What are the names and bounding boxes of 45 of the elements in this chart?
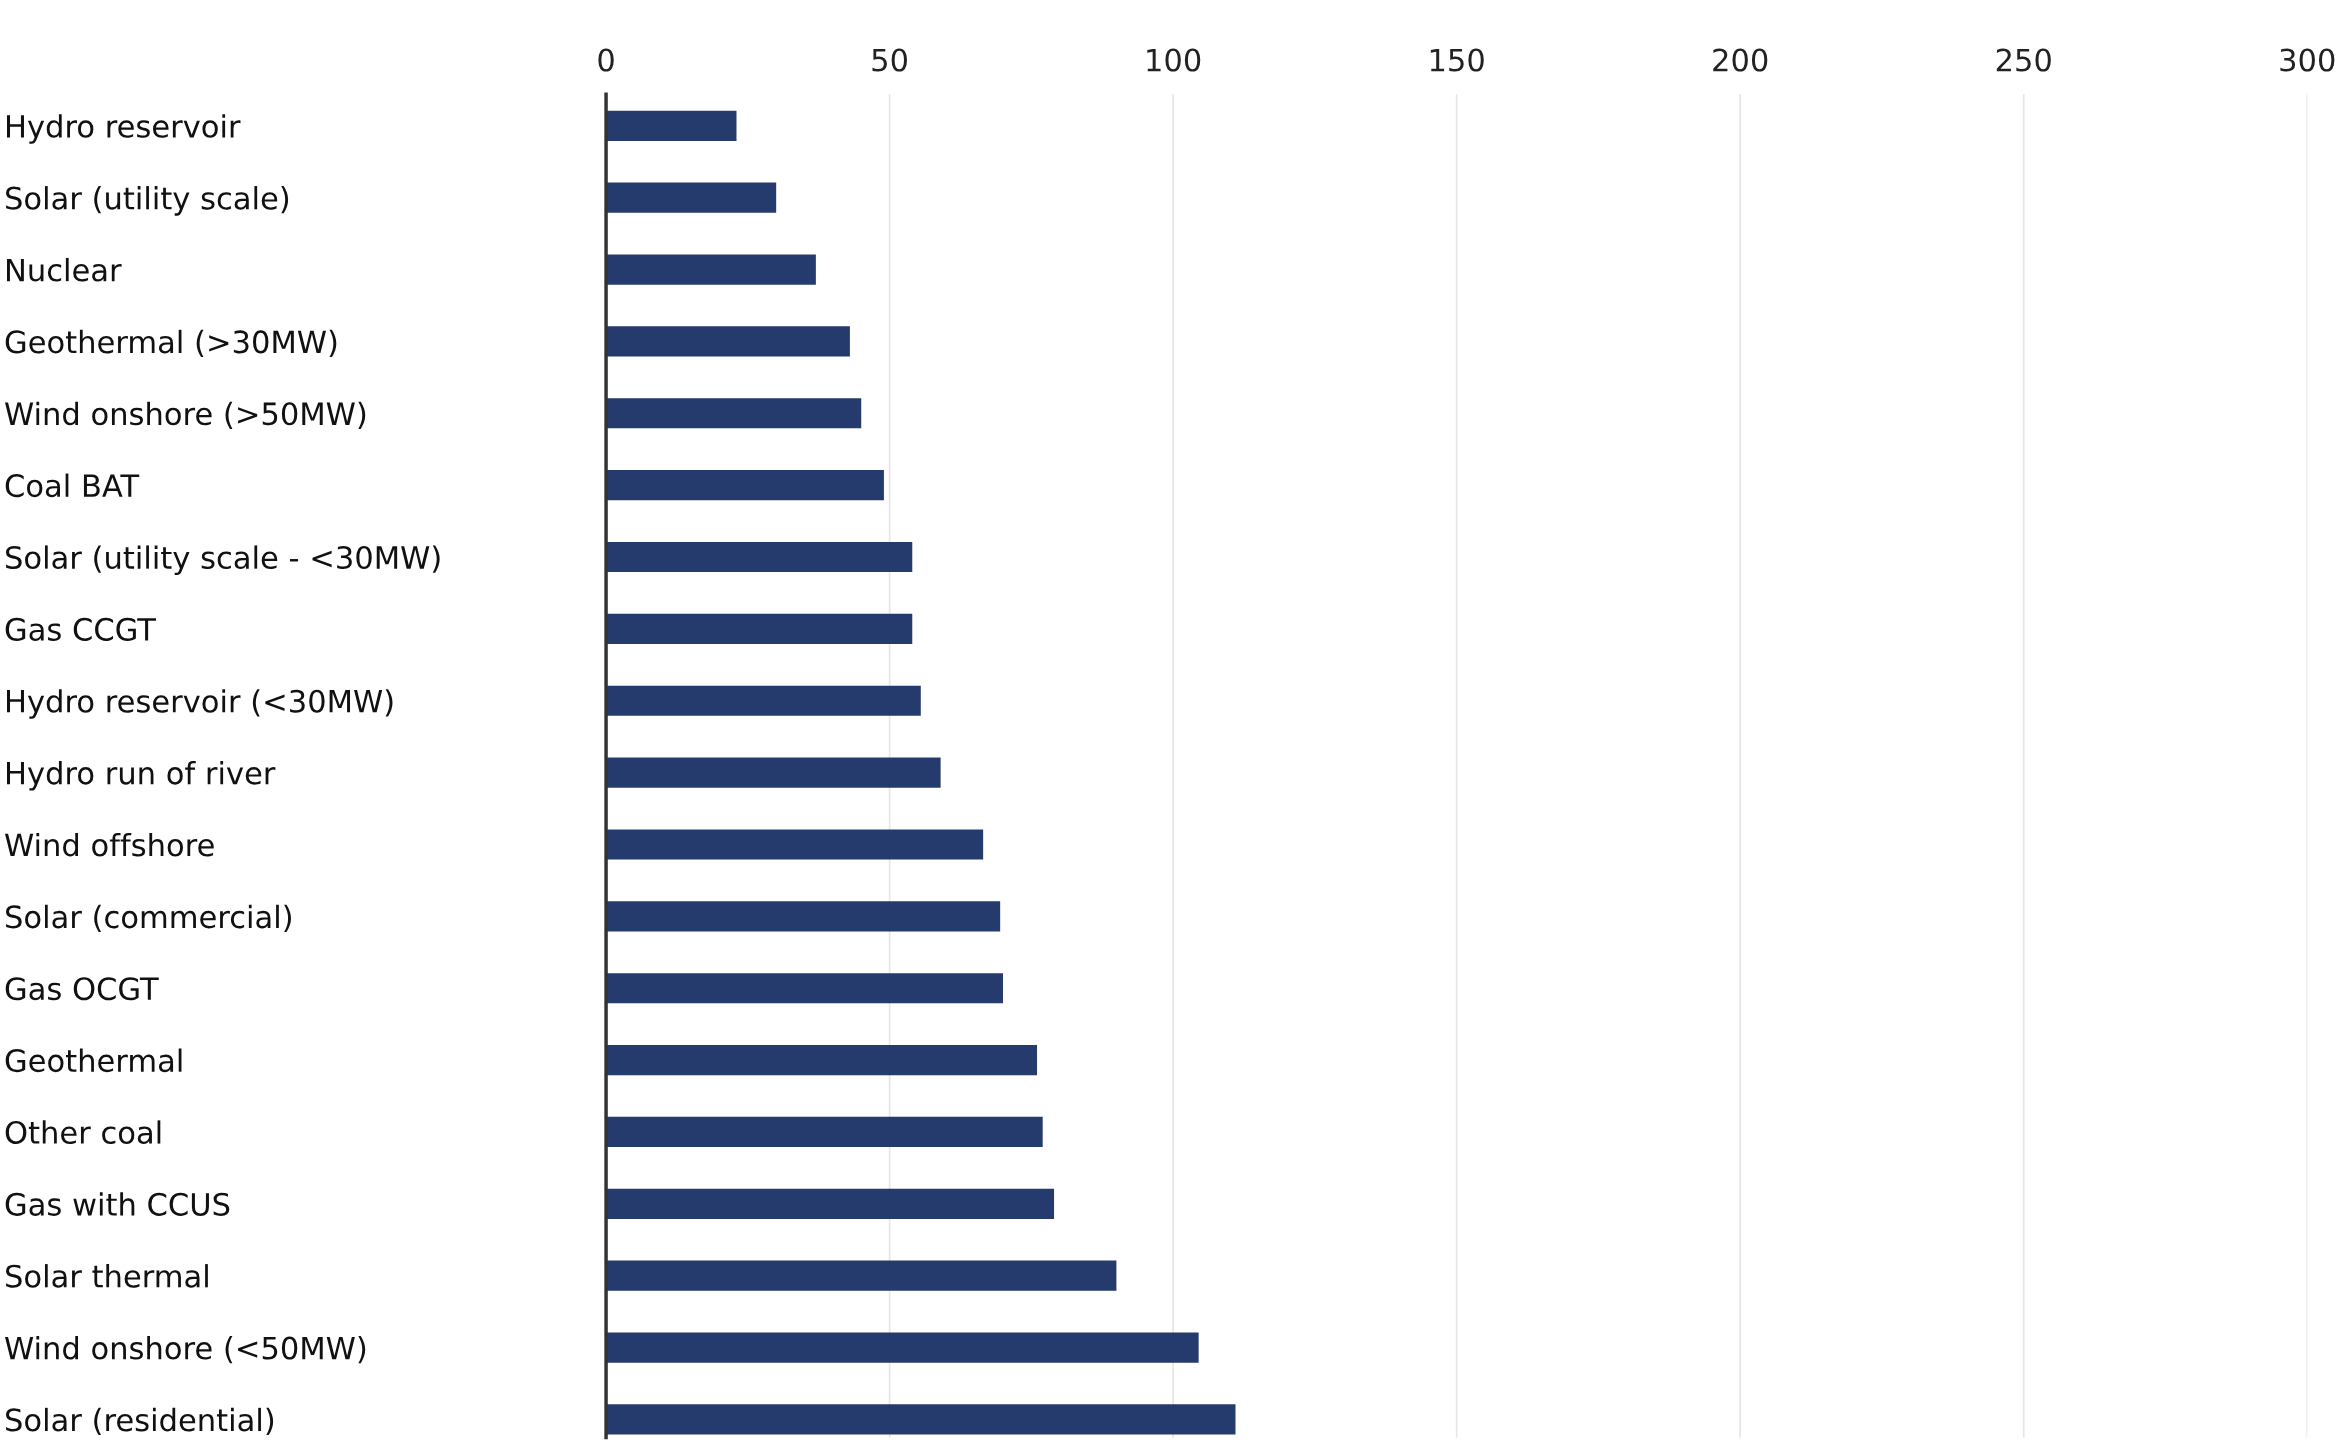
bar [606,1188,1055,1219]
x-tick-label: 50 [872,48,907,72]
bar [606,1404,1236,1435]
y-tick-label: Nuclear [7,257,122,282]
y-tick-label: Wind onshore (<50MW) [5,1335,366,1364]
y-tick-label: Hydro run of river [7,761,276,791]
y-tick-label: Geothermal (>30MW) [5,329,337,358]
y-tick-label: Solar (utility scale) [6,186,289,216]
x-tick-label: 100 [1147,48,1201,72]
y-tick-label: Gas with CCUS [5,1192,230,1216]
bar [606,1045,1038,1076]
y-tick-label: Gas OCGT [5,977,159,1001]
bar [606,613,913,644]
y-tick-label: Solar (residential) [6,1407,274,1436]
y-tick-label: Geothermal [5,1048,182,1073]
bar [606,829,984,860]
x-tick-label: 300 [2280,48,2335,72]
bar [606,470,884,501]
x-tick-label: 250 [1996,48,2051,72]
y-tick-label: Wind onshore (>50MW) [5,401,366,429]
x-tick-label: 200 [1713,48,1768,72]
x-tick-label: 0 [598,48,614,72]
bar [606,1332,1199,1363]
bar [606,254,816,285]
bar [606,757,941,788]
bar [606,973,1003,1004]
bar [606,541,913,573]
y-tick-label: Coal BAT [5,473,140,498]
bar [606,901,1001,932]
y-tick-label: Wind offshore [5,832,214,857]
y-tick-label: Hydro reservoir [7,114,241,144]
y-tick-label: Solar (utility scale - <30MW) [6,545,440,575]
x-tick-label: 150 [1430,48,1484,72]
bar [606,398,862,429]
bar [606,110,737,141]
bar [606,182,777,213]
bar [606,1116,1043,1148]
y-tick-label: Solar (commercial) [6,904,291,932]
bar [606,685,921,716]
y-tick-label: Other coal [5,1120,161,1145]
bar [606,1260,1117,1291]
y-tick-label: Gas CCGT [5,617,157,641]
y-tick-label: Solar thermal [6,1264,208,1288]
y-tick-label: Hydro reservoir (<30MW) [7,689,393,719]
bar [606,326,850,357]
